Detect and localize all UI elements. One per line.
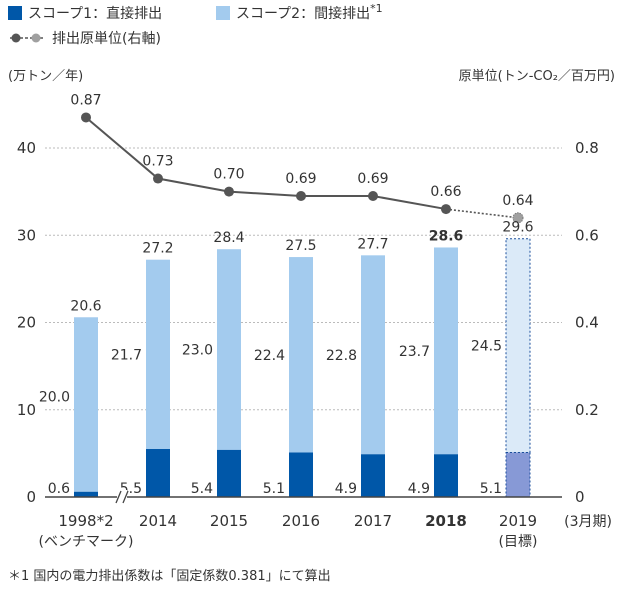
x-tick-label: 2018 — [425, 512, 467, 530]
bar-scope2 — [74, 317, 98, 492]
legend-swatch-scope1 — [8, 6, 22, 20]
y-tick-label-right: 0.6 — [575, 226, 599, 244]
bar-scope1 — [146, 449, 170, 497]
bar-scope2 — [434, 247, 458, 455]
axis-break-gap — [117, 490, 127, 504]
axis-break-mark — [122, 490, 129, 504]
left-axis-unit-label: (万トン／年) — [8, 69, 83, 84]
bar-scope2 — [361, 255, 385, 455]
legend-line-icon — [10, 33, 44, 43]
intensity-point — [296, 190, 306, 201]
y-tick-label-left: 40 — [17, 139, 36, 157]
intensity-value-label: 0.69 — [285, 171, 316, 187]
legend-scope2: スコープ2：間接排出 *1 — [216, 1, 383, 23]
total-label: 28.4 — [213, 230, 244, 246]
bar-scope2 — [217, 249, 241, 450]
intensity-value-label: 0.69 — [357, 171, 388, 187]
right-axis-unit-label: 原単位(トン-CO₂／百万円) — [459, 68, 615, 84]
total-label: 27.5 — [285, 238, 316, 254]
total-label: 27.2 — [142, 241, 173, 257]
bar-scope2 — [289, 257, 313, 453]
scope1-value-label: 4.9 — [408, 481, 430, 497]
scope2-value-label: 20.0 — [39, 390, 70, 406]
intensity-point — [224, 186, 234, 197]
x-tick-label: 2014 — [139, 512, 177, 530]
total-label: 20.6 — [70, 298, 101, 314]
intensity-value-label: 0.73 — [142, 154, 173, 170]
x-tick-label: 2016 — [282, 512, 320, 530]
total-label: 28.6 — [429, 228, 464, 244]
legend-intensity: 排出原単位(右軸) — [8, 28, 161, 48]
y-tick-label-left: 20 — [17, 314, 36, 332]
x-tick-label: 1998*2 — [58, 512, 113, 530]
bar-scope2 — [146, 259, 170, 450]
scope1-value-label: 0.6 — [48, 481, 70, 497]
y-tick-label-right: 0 — [575, 488, 585, 506]
y-tick-label-left: 10 — [17, 401, 36, 419]
x-tick-label: 2019 — [499, 512, 537, 530]
axis-break-mark — [115, 490, 122, 504]
scope1-value-label: 5.4 — [191, 481, 213, 497]
bar-scope1 — [361, 454, 385, 497]
y-tick-label-left: 30 — [17, 226, 36, 244]
intensity-point — [441, 204, 451, 215]
y-tick-label-left: 0 — [26, 488, 36, 506]
scope2-value-label: 23.0 — [182, 343, 213, 359]
x-tick-label: 2015 — [210, 512, 248, 530]
y-tick-label-right: 0.2 — [575, 401, 599, 419]
intensity-value-label: 0.64 — [502, 193, 533, 209]
legend-label-intensity: 排出原単位(右軸) — [52, 31, 161, 47]
legend-label-scope1: スコープ1：直接排出 — [28, 6, 163, 22]
scope1-value-label: 5.1 — [263, 481, 285, 497]
intensity-line-target — [445, 208, 519, 219]
x-tick-sublabel: (ベンチマーク) — [39, 534, 134, 550]
total-label: 27.7 — [357, 236, 388, 252]
total-label: 29.6 — [502, 220, 533, 236]
scope2-value-label: 21.7 — [111, 347, 142, 363]
scope2-value-label: 22.4 — [254, 348, 285, 364]
intensity-point — [368, 190, 378, 201]
bar-scope1 — [74, 491, 98, 497]
intensity-value-label: 0.70 — [213, 167, 244, 183]
legend-note-scope2: *1 — [370, 1, 383, 15]
x-axis-unit-label: (3月期) — [564, 514, 612, 530]
y-tick-label-right: 0.8 — [575, 139, 599, 157]
footnote: ＊1 国内の電力排出係数は「固定係数0.381」にて算出 — [8, 569, 331, 584]
legend-swatch-scope2 — [216, 6, 230, 20]
legend-label-scope2: スコープ2：間接排出 — [236, 6, 371, 22]
scope2-value-label: 22.8 — [326, 348, 357, 364]
intensity-line — [85, 116, 447, 211]
x-tick-label: 2017 — [354, 512, 392, 530]
scope2-value-label: 24.5 — [471, 339, 502, 355]
y-tick-label-right: 0.4 — [575, 314, 599, 332]
intensity-point — [153, 173, 163, 184]
bar-scope2-target — [505, 238, 531, 454]
scope1-value-label: 5.1 — [480, 481, 502, 497]
bar-scope1-target — [505, 452, 531, 498]
x-tick-sublabel: (目標) — [499, 534, 538, 550]
intensity-point — [512, 212, 524, 224]
scope1-value-label: 4.9 — [335, 481, 357, 497]
bar-scope1 — [289, 452, 313, 497]
intensity-value-label: 0.87 — [70, 92, 101, 108]
chart-svg: (万トン／年) 原単位(トン-CO₂／百万円) (3月期) 20.6 20.0 0.… — [8, 68, 615, 550]
bar-scope1 — [434, 454, 458, 497]
scope2-value-label: 23.7 — [399, 344, 430, 360]
bar-scope1 — [217, 449, 241, 497]
intensity-value-label: 0.66 — [430, 184, 461, 200]
intensity-point — [81, 112, 91, 123]
legend-scope1: スコープ1：直接排出 — [8, 3, 162, 23]
